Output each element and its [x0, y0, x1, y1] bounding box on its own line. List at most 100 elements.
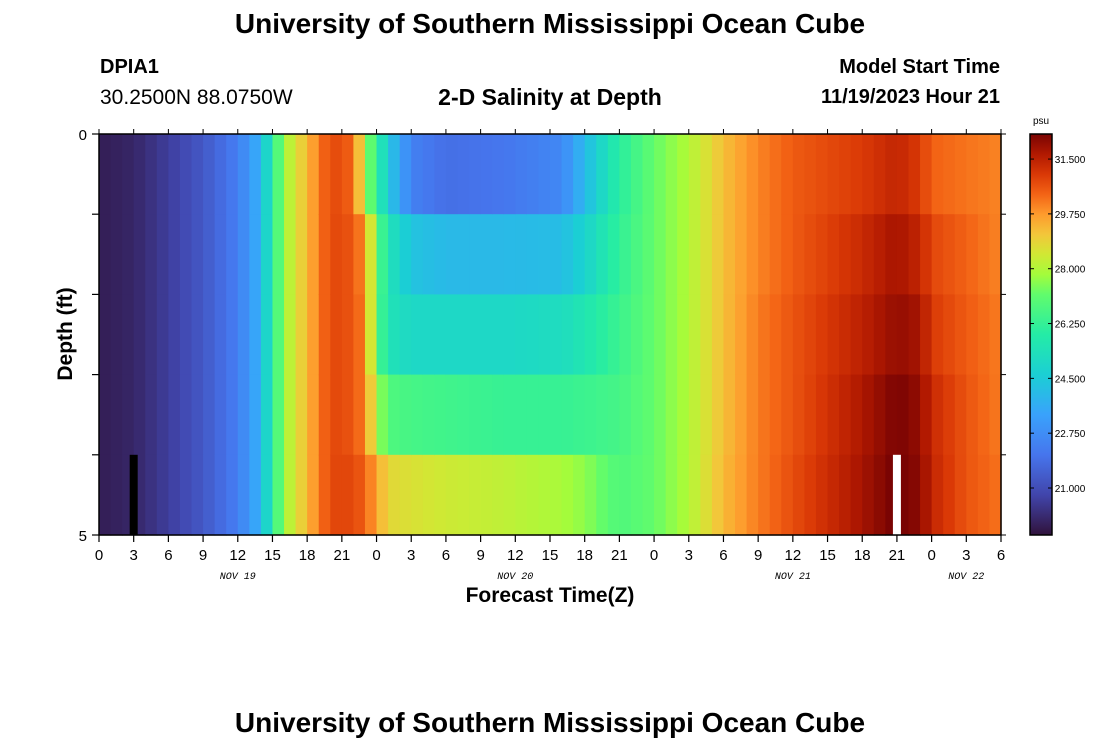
heatmap-cell	[596, 214, 609, 295]
heatmap-cell	[399, 134, 412, 215]
heatmap-cell	[977, 374, 991, 456]
heatmap-cell	[179, 294, 193, 376]
heatmap-cell	[931, 294, 944, 376]
heatmap-cell	[896, 374, 910, 456]
heatmap-cell	[850, 454, 863, 536]
x-tick-label: 18	[576, 547, 593, 564]
heatmap-cell	[445, 134, 459, 215]
heatmap-cell	[954, 214, 967, 295]
heatmap-cell	[561, 374, 574, 456]
heatmap-cell	[862, 454, 875, 536]
heatmap-cell	[191, 374, 204, 456]
heatmap-cell	[804, 454, 817, 536]
heatmap-cell	[839, 294, 852, 376]
heatmap-cell	[550, 294, 563, 376]
heatmap-cell	[908, 134, 921, 215]
x-tick-label: 12	[229, 547, 246, 564]
heatmap-cell	[642, 374, 655, 456]
heatmap-cell	[665, 454, 678, 536]
heatmap-cell	[943, 214, 956, 295]
heatmap-cell	[110, 214, 123, 295]
heatmap-cell	[943, 374, 956, 456]
heatmap-cell	[503, 134, 516, 215]
heatmap-cell	[330, 454, 343, 536]
heatmap-cell	[550, 454, 563, 536]
heatmap-cell	[353, 454, 366, 536]
y-axis: 05	[79, 127, 1006, 545]
heatmap-cell	[284, 134, 297, 215]
heatmap-cell	[943, 134, 956, 215]
heatmap-cell	[445, 374, 459, 456]
heatmap-cell	[260, 134, 274, 215]
heatmap-cell	[156, 454, 169, 536]
heatmap-cell	[954, 454, 967, 536]
heatmap-cell	[815, 294, 829, 376]
heatmap-cell	[665, 294, 678, 376]
heatmap-cell	[492, 374, 505, 456]
heatmap-cell	[619, 294, 632, 376]
heatmap-cell	[318, 454, 331, 536]
heatmap-cell	[896, 214, 910, 295]
chart-subtitle: 2-D Salinity at Depth	[438, 84, 662, 110]
heatmap-cell	[364, 294, 378, 376]
heatmap-cell	[168, 134, 181, 215]
heatmap-cell	[642, 294, 655, 376]
heatmap-cell	[388, 214, 401, 295]
heatmap-cell	[642, 214, 655, 295]
heatmap-cell	[122, 294, 135, 376]
x-tick-label: 3	[685, 547, 693, 564]
heatmap-cell	[619, 374, 632, 456]
heatmap-cell	[573, 214, 586, 295]
heatmap-cell	[920, 374, 933, 456]
heatmap-cell	[376, 454, 389, 536]
heatmap-cell	[237, 214, 250, 295]
heatmap-cell	[156, 214, 169, 295]
model-start-label: Model Start Time	[839, 56, 1000, 78]
heatmap-cell	[896, 134, 910, 215]
heatmap-cell	[723, 454, 736, 536]
heatmap-cell	[133, 134, 146, 215]
heatmap-cell	[422, 294, 435, 376]
heatmap-cell	[388, 374, 401, 456]
heatmap-cell	[515, 454, 528, 536]
heatmap-cell	[168, 454, 181, 536]
heatmap-cell	[469, 214, 482, 295]
heatmap-cell	[330, 374, 343, 456]
heatmap-cell	[226, 294, 239, 376]
y-tick-label: 5	[79, 528, 87, 545]
heatmap-cell	[815, 454, 829, 536]
heatmap-cell	[920, 294, 933, 376]
heatmap-cell	[538, 454, 551, 536]
heatmap-cell	[711, 374, 725, 456]
colorbar: psu 31.500 29.750 28.000 26.250 24.500 22.750…	[1029, 116, 1086, 536]
heatmap-cell	[133, 374, 146, 456]
heatmap-cell	[665, 214, 678, 295]
heatmap-cell	[966, 134, 979, 215]
heatmap-cell	[191, 294, 204, 376]
heatmap-cell	[411, 374, 424, 456]
heatmap-cell	[237, 294, 250, 376]
heatmap-cell	[792, 374, 806, 456]
heatmap-cell	[434, 454, 447, 536]
heatmap-cell	[480, 294, 493, 376]
heatmap-cell	[122, 214, 135, 295]
heatmap-cell	[873, 454, 886, 536]
heatmap-cell	[862, 214, 875, 295]
heatmap-cell	[735, 214, 748, 295]
heatmap-cell	[457, 374, 470, 456]
heatmap-cell	[746, 374, 759, 456]
heatmap-cell	[179, 454, 193, 536]
heatmap-cell	[492, 454, 505, 536]
heatmap-cell	[561, 214, 574, 295]
heatmap-cell	[596, 294, 609, 376]
heatmap-cell	[584, 294, 597, 376]
heatmap-cell	[584, 214, 597, 295]
heatmap-cell	[711, 214, 725, 295]
heatmap-cell	[145, 294, 158, 376]
heatmap-cell	[110, 454, 123, 536]
x-tick-label: 3	[130, 547, 138, 564]
heatmap-cell	[422, 214, 435, 295]
heatmap-cell	[272, 134, 285, 215]
heatmap-cell	[272, 374, 285, 456]
heatmap-cell	[746, 454, 759, 536]
